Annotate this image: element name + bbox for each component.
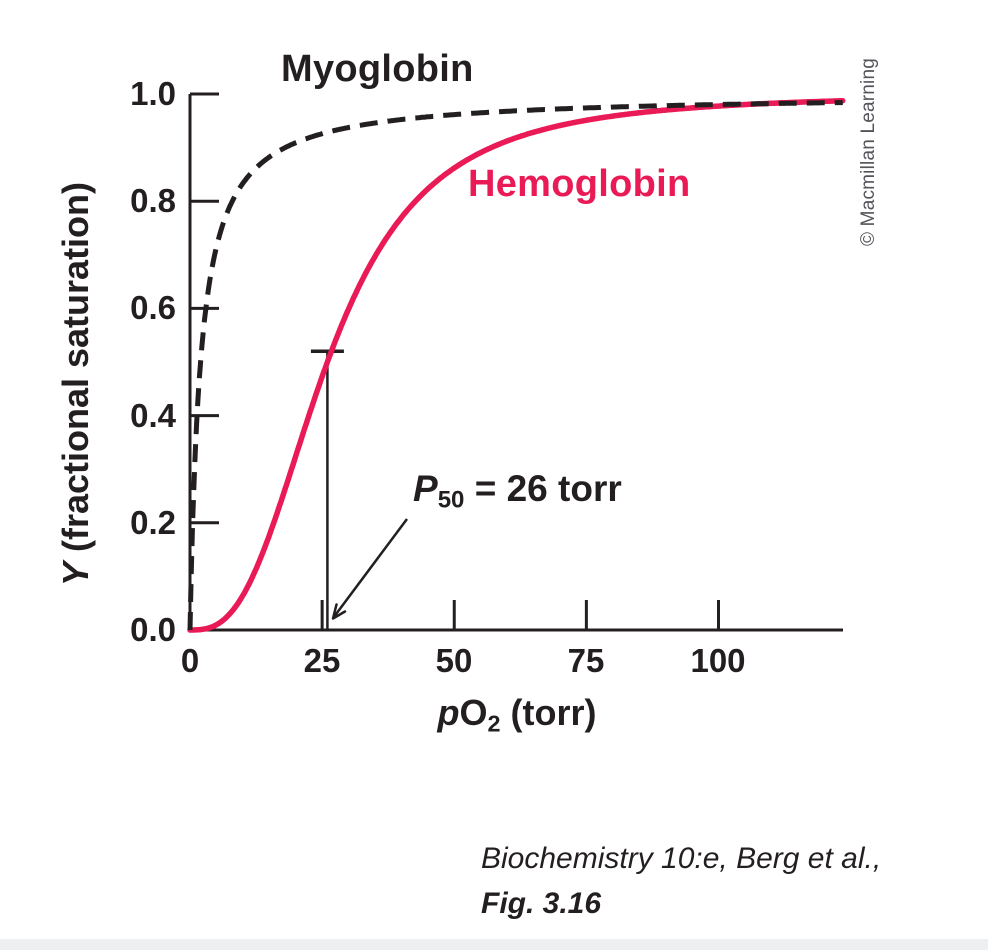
p50-subscript: 50 [437,486,465,514]
myoglobin-curve [187,100,843,631]
x-tick-label-100: 100 [690,642,746,679]
x-tick-label-50: 50 [435,642,473,679]
x-tick-label-75: 75 [567,642,605,679]
y-axis-title-rest: (fractional saturation) [55,181,96,563]
x-axis-title-unit: (torr) [500,692,597,733]
p50-symbol: P [413,468,438,509]
p50-value: = 26 torr [464,468,622,509]
x-axis-title-O: O [459,692,488,733]
y-axis-title: Y (fractional saturation) [55,182,97,586]
x-axis-title-subscript: 2 [487,710,501,737]
y-tick-label-0.4: 0.4 [130,397,176,434]
y-tick-label-0.2: 0.2 [130,504,176,541]
caption-figure-number: Fig. 3.16 [481,887,602,920]
figure-caption: Biochemistry 10:e, Berg et al., Fig. 3.1… [481,836,881,926]
p50-annotation: P50 = 26 torr [413,468,622,515]
y-tick-label-1.0: 1.0 [130,75,176,112]
myoglobin-label: Myoglobin [281,48,474,90]
caption-source-line: Biochemistry 10:e, Berg et al., [481,842,882,875]
x-axis-ticks [320,600,720,630]
y-tick-label-0.6: 0.6 [130,289,176,326]
p50-arrowhead-icon [331,603,347,620]
x-axis-title: pO2 (torr) [366,692,668,738]
bottom-band [0,939,988,950]
x-tick-label-25: 25 [303,642,341,679]
hemoglobin-label: Hemoglobin [468,163,691,205]
macmillan-watermark: © Macmillan Learning [858,57,879,247]
x-axis-title-p: p [437,692,460,733]
y-axis-title-symbol: Y [55,562,96,587]
y-tick-label-0.8: 0.8 [130,182,176,219]
y-tick-label-0.0: 0.0 [130,611,176,648]
p50-arrow-line [332,518,409,619]
x-tick-label-0: 0 [180,642,200,679]
